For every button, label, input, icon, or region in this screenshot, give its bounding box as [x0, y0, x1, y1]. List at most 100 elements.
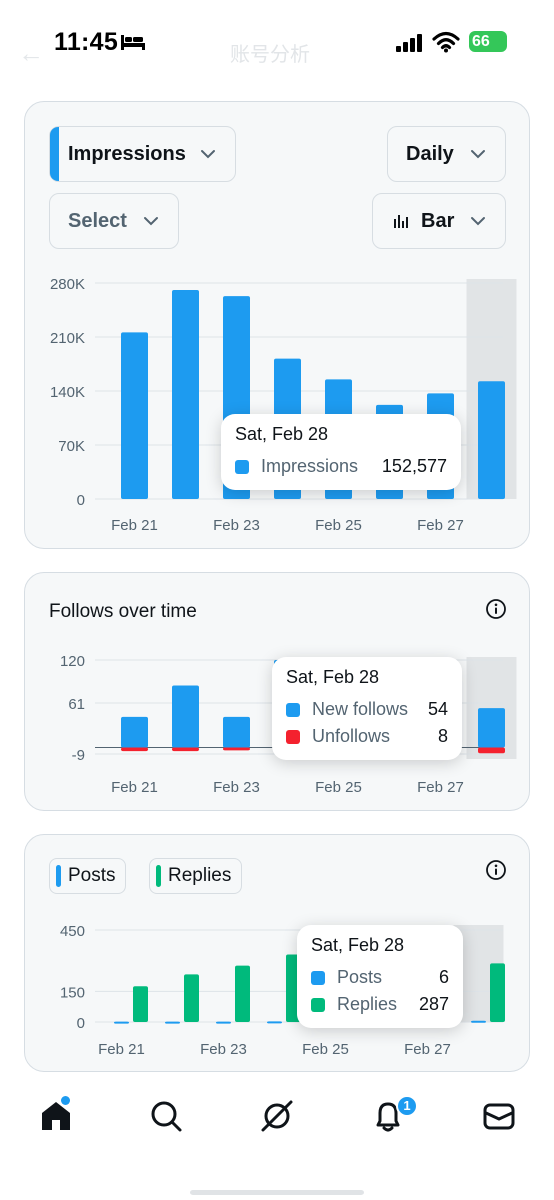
tooltip-date: Sat, Feb 28	[311, 935, 405, 955]
signal-icon	[396, 34, 422, 52]
tooltip-date: Sat, Feb 28	[235, 424, 329, 444]
y-tick-label: 280K	[50, 276, 85, 293]
x-tick-label: Feb 27	[404, 1041, 451, 1058]
chip-color-bar	[56, 865, 61, 887]
info-icon[interactable]	[485, 859, 507, 881]
y-tick-label: 210K	[50, 330, 85, 347]
compare-dropdown-label: Select	[68, 209, 127, 232]
bar-posts	[267, 1021, 282, 1024]
bar-posts	[114, 1021, 129, 1024]
y-tick-label: 61	[68, 696, 85, 713]
y-tick-label: 450	[60, 923, 85, 940]
posts-chip[interactable]: Posts	[49, 858, 126, 894]
bar-posts	[471, 1020, 486, 1023]
back-arrow-icon[interactable]: ←	[18, 38, 44, 68]
posts-replies-card: 0 150 450 Feb 21 Feb 23 Feb 25 Feb 27 Posts Re…	[24, 834, 530, 1072]
info-icon[interactable]	[485, 598, 507, 620]
impressions-tooltip: Sat, Feb 28 Impressions 152,577	[221, 414, 461, 490]
tooltip-row: New follows 54	[286, 696, 448, 723]
legend-swatch	[286, 729, 300, 744]
bar-chart-icon	[394, 215, 408, 228]
bed-icon	[121, 35, 145, 50]
tooltip-series-value: 6	[438, 967, 449, 987]
chart-type-dropdown[interactable]: Bar	[372, 193, 506, 249]
wifi-icon	[432, 31, 460, 53]
chip-color-bar	[156, 865, 161, 887]
bar-unfollows	[223, 747, 250, 751]
tooltip-series-value: 54	[427, 699, 448, 719]
period-dropdown-label: Daily	[406, 142, 454, 165]
y-tick-label: 140K	[50, 384, 85, 401]
x-tick-label: Feb 25	[315, 779, 362, 796]
bar-unfollows	[478, 747, 505, 754]
x-tick-label: Feb 25	[315, 517, 362, 534]
page-title: 账号分析	[230, 42, 310, 66]
x-tick-label: Feb 27	[417, 517, 464, 534]
grok-icon[interactable]	[259, 1098, 295, 1134]
bar-new-follows	[478, 708, 505, 748]
compare-dropdown[interactable]: Select	[49, 193, 179, 249]
y-tick-label: 70K	[58, 438, 85, 455]
x-tick-label: Feb 21	[111, 517, 158, 534]
battery-icon: 66	[469, 31, 507, 52]
x-tick-label: Feb 23	[213, 779, 260, 796]
x-tick-label: Feb 21	[98, 1041, 145, 1058]
messages-icon[interactable]	[481, 1098, 517, 1134]
x-tick-label: Feb 23	[213, 517, 260, 534]
tooltip-row: Unfollows 8	[286, 723, 448, 750]
tooltip-series-name: Replies	[337, 994, 398, 1014]
tooltip-series-name: Unfollows	[312, 726, 391, 746]
chevron-down-icon	[471, 217, 485, 226]
tooltip-series-name: New follows	[312, 699, 409, 719]
x-tick-label: Feb 21	[111, 779, 158, 796]
bar-new-follows	[121, 716, 148, 748]
bar-new-follows	[223, 716, 250, 748]
bar-replies	[235, 965, 250, 1022]
y-tick-label: 150	[60, 984, 85, 1001]
charging-icon: ⚡	[497, 33, 507, 49]
search-icon[interactable]	[148, 1098, 184, 1134]
notifications-icon[interactable]	[370, 1098, 406, 1134]
legend-swatch	[311, 997, 325, 1012]
chevron-down-icon	[471, 150, 485, 159]
legend-swatch	[286, 702, 300, 717]
tooltip-row: Impressions 152,577	[235, 453, 447, 480]
bar-impressions	[121, 332, 148, 499]
bottom-nav	[0, 1080, 554, 1156]
bar-unfollows	[172, 747, 199, 752]
tooltip-row: Replies 287	[311, 991, 449, 1018]
notification-badge: 1	[396, 1095, 418, 1117]
x-tick-label: Feb 27	[417, 779, 464, 796]
bar-replies	[490, 963, 505, 1022]
legend-swatch	[311, 970, 325, 985]
chip-label: Replies	[168, 865, 232, 886]
bar-unfollows	[121, 747, 148, 752]
period-dropdown[interactable]: Daily	[387, 126, 506, 182]
chip-label: Posts	[68, 865, 116, 886]
posts-tooltip: Sat, Feb 28 Posts 6 Replies 287	[297, 925, 463, 1028]
status-bar: ← 账号分析 11:45 66 ⚡	[0, 0, 554, 90]
card-title: Follows over time	[49, 601, 197, 622]
replies-chip[interactable]: Replies	[149, 858, 242, 894]
bar-replies	[133, 986, 148, 1022]
tooltip-series-name: Posts	[337, 967, 383, 987]
bar-impressions	[478, 381, 505, 499]
x-tick-label: Feb 23	[200, 1041, 247, 1058]
y-tick-label: 120	[60, 653, 85, 670]
tooltip-series-value: 8	[437, 726, 448, 746]
home-indicator	[190, 1190, 364, 1195]
bar-posts	[165, 1021, 180, 1024]
chevron-down-icon	[144, 217, 158, 226]
home-unread-dot	[61, 1096, 70, 1105]
impressions-card: Impressions Daily Select Bar 0 70K 140K 210…	[24, 101, 530, 549]
chevron-down-icon	[201, 150, 215, 159]
tooltip-row: Posts 6	[311, 964, 449, 991]
metric-dropdown[interactable]: Impressions	[49, 126, 236, 182]
home-icon[interactable]	[38, 1098, 74, 1134]
chart-type-dropdown-label: Bar	[421, 209, 455, 232]
x-tick-label: Feb 25	[302, 1041, 349, 1058]
metric-color-accent	[50, 127, 59, 181]
y-tick-label: 0	[77, 492, 85, 509]
legend-swatch	[235, 459, 249, 474]
bar-new-follows	[172, 685, 199, 748]
